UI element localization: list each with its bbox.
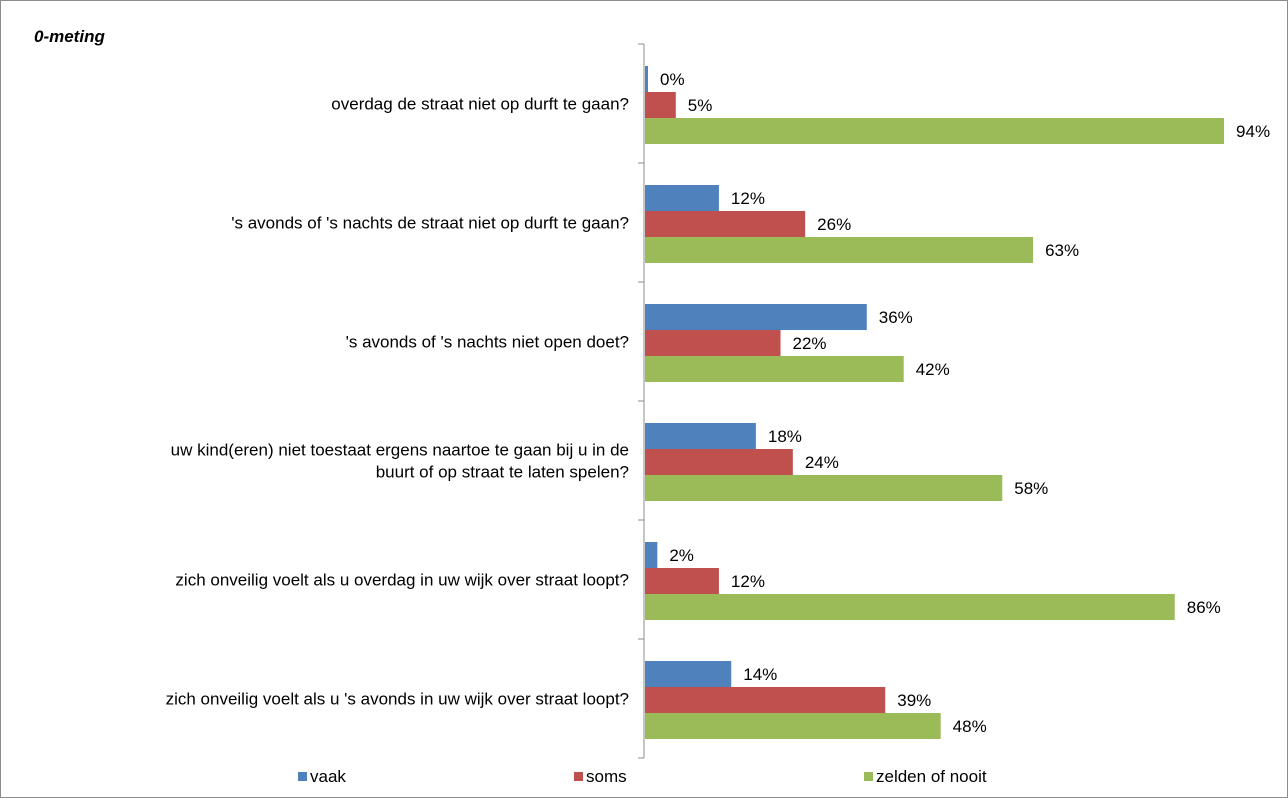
legend-label: zelden of nooit bbox=[876, 767, 987, 786]
category-label: 's avonds of 's nachts niet open doet? bbox=[346, 333, 629, 352]
bar-zelden-of-nooit bbox=[645, 475, 1003, 501]
category-label: zich onveilig voelt als u overdag in uw … bbox=[175, 571, 629, 590]
data-label: 39% bbox=[897, 691, 931, 710]
bar-soms bbox=[645, 568, 719, 594]
data-label: 63% bbox=[1045, 241, 1079, 260]
category-label: uw kind(eren) niet toestaat ergens naart… bbox=[171, 441, 629, 482]
bars bbox=[645, 66, 1225, 739]
legend-swatch bbox=[298, 772, 307, 781]
bar-zelden-of-nooit bbox=[645, 356, 904, 382]
data-label: 2% bbox=[669, 546, 694, 565]
data-label: 94% bbox=[1236, 122, 1270, 141]
data-label: 0% bbox=[660, 70, 685, 89]
bar-zelden-of-nooit bbox=[645, 594, 1175, 620]
legend-label: vaak bbox=[310, 767, 346, 786]
bar-soms bbox=[645, 92, 676, 118]
bar-vaak bbox=[645, 423, 756, 449]
category-labels: overdag de straat niet op durft te gaan?… bbox=[166, 95, 629, 709]
category-axis bbox=[638, 43, 645, 759]
bar-soms bbox=[645, 449, 793, 475]
category-label: overdag de straat niet op durft te gaan? bbox=[331, 95, 629, 114]
bar-zelden-of-nooit bbox=[645, 713, 941, 739]
bar-soms bbox=[645, 211, 806, 237]
data-labels: 0%5% 94% 12% 26% 63% 36% 22% 42% 18%24% 58% 2% 12% 8… bbox=[660, 70, 1270, 736]
data-label: 14% bbox=[743, 665, 777, 684]
legend-swatch bbox=[864, 772, 873, 781]
data-label: 12% bbox=[731, 189, 765, 208]
data-label: 26% bbox=[817, 215, 851, 234]
data-label: 22% bbox=[793, 334, 827, 353]
legend-swatch bbox=[574, 772, 583, 781]
data-label: 86% bbox=[1187, 598, 1221, 617]
bar-zelden-of-nooit bbox=[645, 237, 1034, 263]
bar-vaak bbox=[645, 542, 658, 568]
category-label: 's avonds of 's nachts de straat niet op… bbox=[231, 214, 629, 233]
data-label: 48% bbox=[953, 717, 987, 736]
data-label: 36% bbox=[879, 308, 913, 327]
data-label: 24% bbox=[805, 453, 839, 472]
category-label: zich onveilig voelt als u 's avonds in u… bbox=[166, 690, 629, 709]
legend: vaak soms zelden of nooit bbox=[298, 767, 987, 786]
data-label: 42% bbox=[916, 360, 950, 379]
bar-soms bbox=[645, 687, 886, 713]
bar-vaak bbox=[645, 661, 732, 687]
legend-label: soms bbox=[586, 767, 627, 786]
bar-vaak bbox=[645, 66, 648, 92]
chart-title: 0-meting bbox=[34, 27, 105, 46]
bar-zelden-of-nooit bbox=[645, 118, 1225, 144]
bar-vaak bbox=[645, 304, 867, 330]
data-label: 18% bbox=[768, 427, 802, 446]
bar-soms bbox=[645, 330, 781, 356]
data-label: 12% bbox=[731, 572, 765, 591]
data-label: 5% bbox=[688, 96, 713, 115]
bar-vaak bbox=[645, 185, 719, 211]
data-label: 58% bbox=[1014, 479, 1048, 498]
